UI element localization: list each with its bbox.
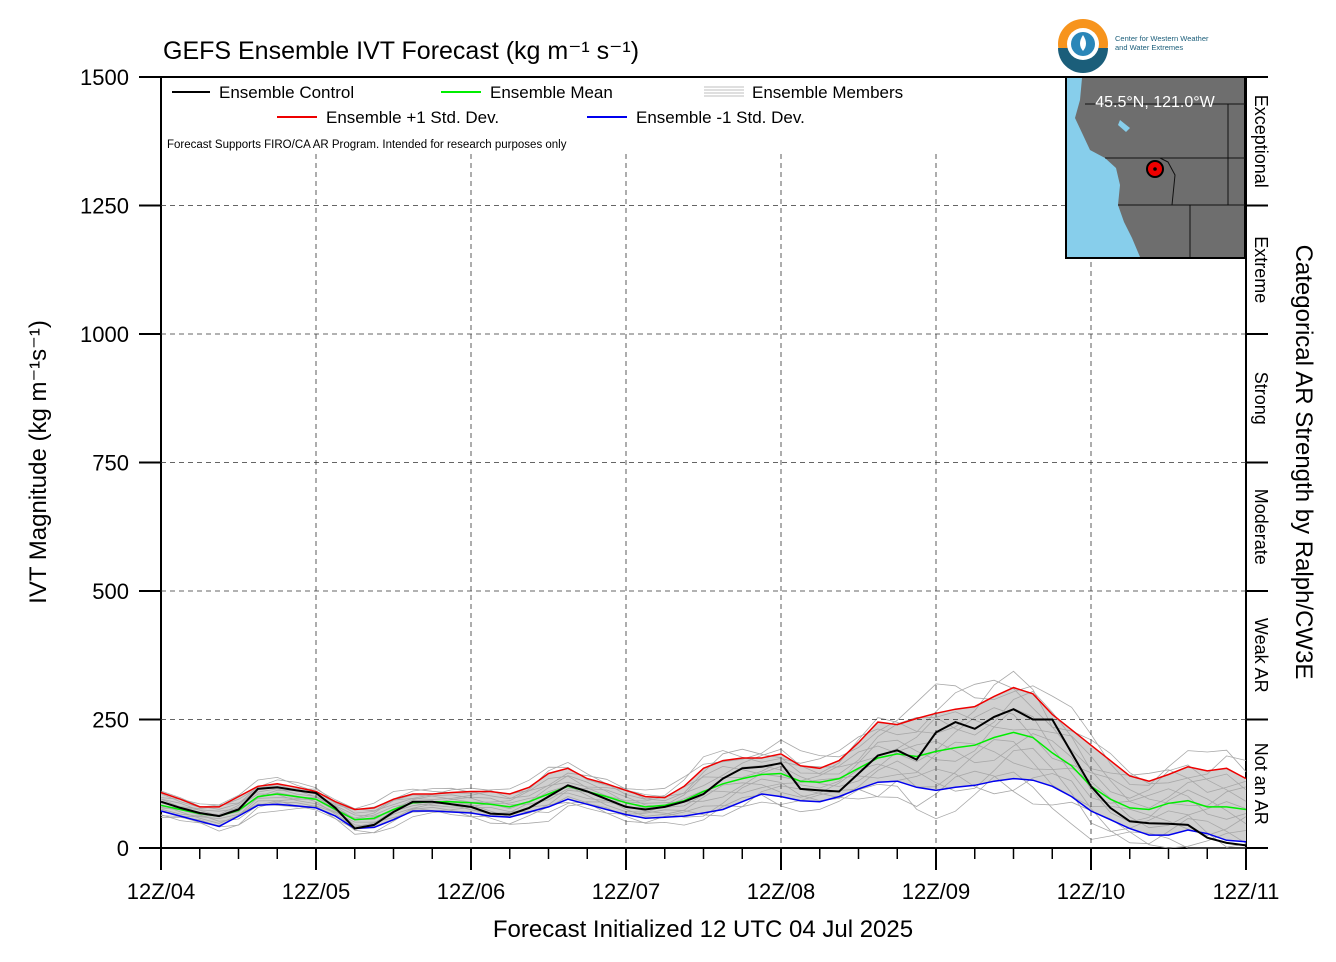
water-drop-icon — [1080, 35, 1086, 51]
ocean-area — [1067, 78, 1140, 257]
series-line-ensemble-1-std-dev- — [160, 686, 1247, 811]
ensemble-member-line — [160, 707, 1247, 821]
legend-plus-std: Ensemble +1 Std. Dev. — [326, 108, 499, 127]
x-tick-label: 12Z/04 — [127, 879, 196, 904]
ensemble-member-line — [160, 741, 1247, 829]
y-axis-label: IVT Magnitude (kg m⁻¹s⁻¹) — [25, 320, 52, 604]
map-coordinates: 45.5°N, 121.0°W — [1095, 94, 1215, 111]
y-tick-label: 1250 — [80, 194, 129, 219]
x-tick-label: 12Z/05 — [282, 879, 351, 904]
research-note: Forecast Supports FIRO/CA AR Program. In… — [167, 139, 567, 151]
y-tick-label: 750 — [92, 451, 129, 476]
ensemble-member-line — [160, 768, 1247, 845]
ensemble-member-line — [160, 770, 1247, 849]
y-tick-label: 500 — [92, 579, 129, 604]
series-line-ensemble-mean — [160, 731, 1247, 821]
x-axis-label: Forecast Initialized 12 UTC 04 Jul 2025 — [493, 916, 913, 943]
x-tick-label: 12Z/09 — [902, 879, 971, 904]
x-tick-label: 12Z/10 — [1057, 879, 1126, 904]
x-tick-label: 12Z/06 — [437, 879, 506, 904]
x-tick-label: 12Z/11 — [1213, 879, 1280, 904]
cw3e-logo: Center for Western Weather and Water Ext… — [1058, 19, 1209, 73]
map-inset: 45.5°N, 121.0°W — [1065, 76, 1246, 259]
logo-text-line2: and Water Extremes — [1115, 43, 1183, 52]
chart-title: GEFS Ensemble IVT Forecast (kg m⁻¹ s⁻¹) — [163, 37, 639, 65]
category-label: Strong — [1251, 372, 1271, 425]
series-line-ensemble-1-std-dev- — [160, 777, 1247, 843]
legend-members-swatch — [704, 86, 744, 97]
grid-lines — [161, 154, 1246, 848]
legend: Ensemble Control Ensemble Mean Ensemble … — [167, 83, 903, 151]
series-line-ensemble-control — [160, 708, 1247, 847]
axes: 0 250 500 750 1000 1250 1500 12Z/04 12Z/05 12Z/06… — [80, 65, 1279, 904]
x-tick-label: 12Z/08 — [747, 879, 816, 904]
inland-water — [1118, 120, 1130, 132]
category-label: Not an AR — [1251, 743, 1271, 825]
legend-members: Ensemble Members — [752, 83, 903, 102]
category-label: Moderate — [1251, 489, 1271, 565]
right-axis-label: Categorical AR Strength by Ralph/CW3E — [1290, 245, 1317, 680]
category-label: Weak AR — [1251, 618, 1271, 693]
y-tick-label: 250 — [92, 708, 129, 733]
category-label: Exceptional — [1251, 95, 1271, 188]
logo-text-line1: Center for Western Weather — [1115, 34, 1209, 43]
ensemble-member-line — [160, 679, 1247, 814]
category-label: Extreme — [1251, 236, 1271, 303]
x-tick-label: 12Z/07 — [592, 879, 661, 904]
y-tick-label: 1000 — [80, 322, 129, 347]
ensemble-member-line — [160, 711, 1247, 819]
y-tick-label: 1500 — [80, 65, 129, 90]
legend-mean: Ensemble Mean — [490, 83, 613, 102]
series-lines — [160, 686, 1247, 847]
legend-control: Ensemble Control — [219, 83, 354, 102]
y-tick-label: 0 — [117, 836, 129, 861]
legend-minus-std: Ensemble -1 Std. Dev. — [636, 108, 805, 127]
